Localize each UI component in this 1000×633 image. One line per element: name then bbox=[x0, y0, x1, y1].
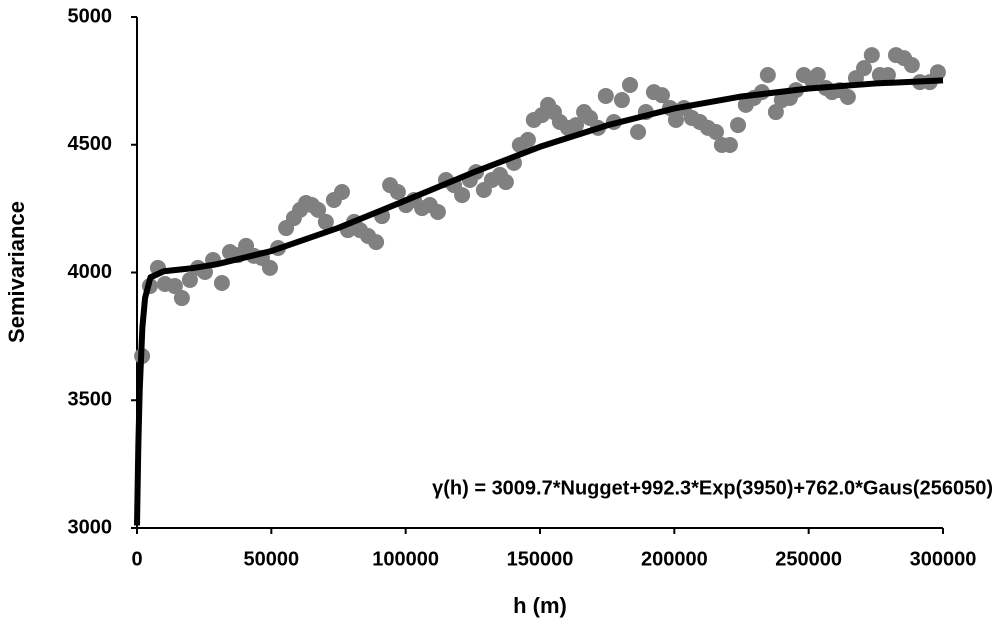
data-point bbox=[809, 66, 826, 83]
data-point bbox=[903, 57, 920, 74]
data-point bbox=[622, 76, 639, 93]
data-point bbox=[653, 87, 670, 104]
data-point bbox=[759, 66, 776, 83]
data-point bbox=[310, 201, 327, 218]
data-point bbox=[767, 104, 784, 121]
data-point bbox=[389, 184, 406, 201]
annotation: γ(h) = 3009.7*Nugget+992.3*Exp(3950)+762… bbox=[432, 477, 993, 499]
data-point bbox=[317, 213, 334, 230]
data-point bbox=[181, 271, 198, 288]
data-point bbox=[730, 117, 747, 134]
x-tick-label: 0 bbox=[131, 548, 142, 570]
data-point bbox=[497, 174, 514, 191]
data-point bbox=[707, 123, 724, 140]
x-tick-label: 150000 bbox=[507, 548, 574, 570]
data-point bbox=[863, 47, 880, 64]
data-point bbox=[261, 259, 278, 276]
y-tick-label: 4000 bbox=[68, 261, 113, 283]
data-point bbox=[856, 60, 873, 77]
x-tick-label: 100000 bbox=[372, 548, 439, 570]
data-point bbox=[166, 278, 183, 295]
data-point bbox=[879, 66, 896, 83]
y-tick-label: 3500 bbox=[68, 389, 113, 411]
data-point bbox=[721, 137, 738, 154]
data-point bbox=[667, 111, 684, 128]
data-point bbox=[429, 203, 446, 220]
data-point bbox=[568, 117, 585, 134]
data-point bbox=[454, 187, 471, 204]
data-point bbox=[630, 123, 647, 140]
data-point bbox=[613, 92, 630, 109]
x-tick-label: 250000 bbox=[775, 548, 842, 570]
y-axis-label: Semivariance bbox=[4, 201, 29, 343]
data-point bbox=[839, 88, 856, 105]
data-point bbox=[929, 64, 946, 81]
y-tick-label: 3000 bbox=[68, 516, 113, 538]
data-point bbox=[519, 131, 536, 148]
y-tick-label: 5000 bbox=[68, 5, 113, 27]
fit-line bbox=[134, 77, 944, 526]
x-tick-label: 200000 bbox=[641, 548, 708, 570]
x-tick-label: 300000 bbox=[910, 548, 977, 570]
x-axis-label: h (m) bbox=[513, 593, 567, 618]
data-point bbox=[368, 234, 385, 251]
data-point bbox=[333, 184, 350, 201]
data-point bbox=[597, 87, 614, 104]
x-tick-label: 50000 bbox=[244, 548, 300, 570]
y-tick-label: 4500 bbox=[68, 133, 113, 155]
data-point bbox=[213, 274, 230, 291]
data-point bbox=[173, 290, 190, 307]
